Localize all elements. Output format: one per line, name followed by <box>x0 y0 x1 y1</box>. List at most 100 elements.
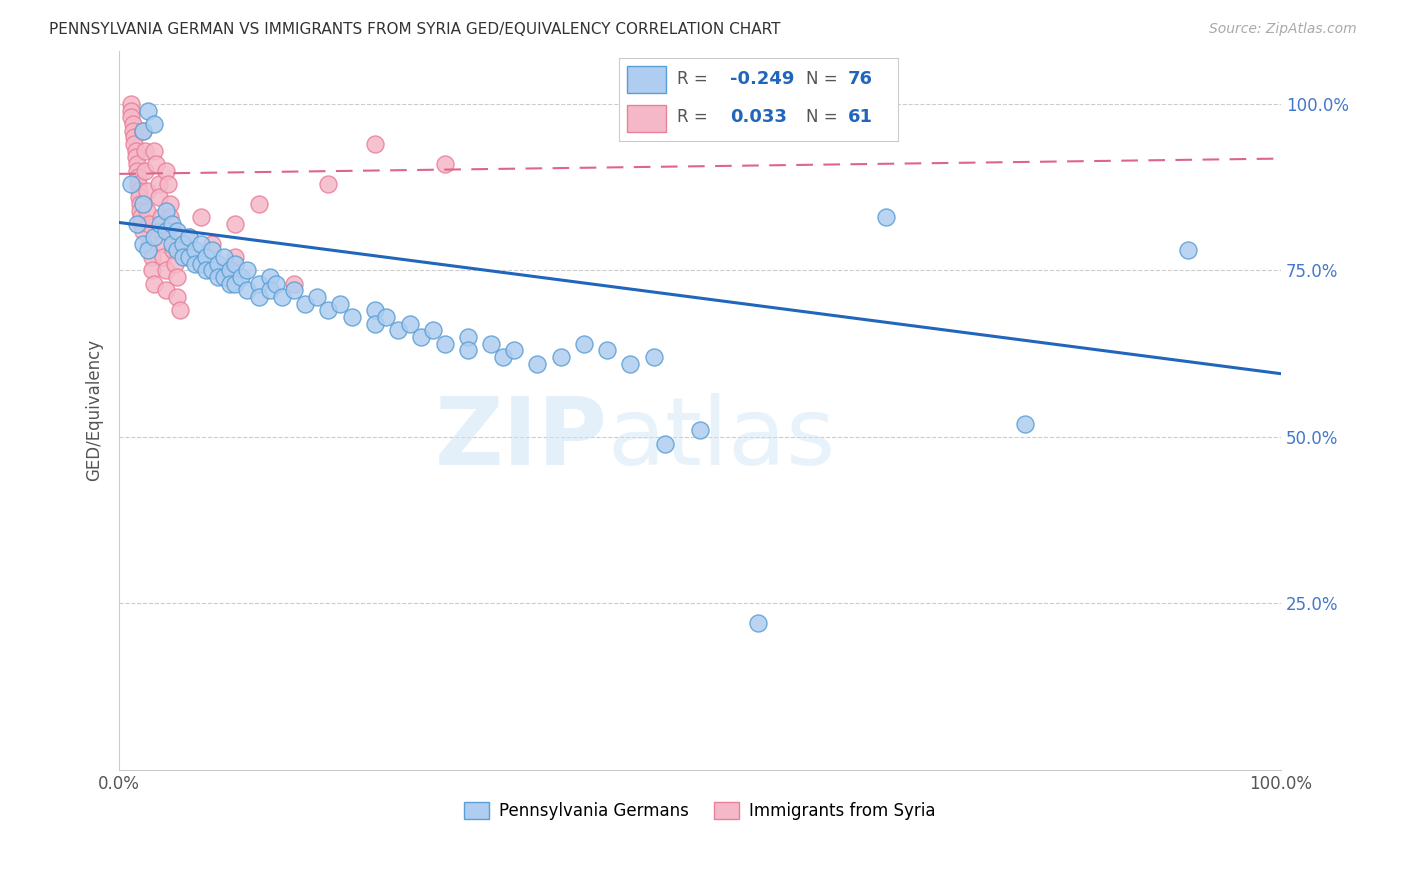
Point <box>572 336 595 351</box>
Point <box>177 230 200 244</box>
Point <box>212 270 235 285</box>
Point <box>433 336 456 351</box>
Point <box>422 323 444 337</box>
Point <box>122 123 145 137</box>
Text: PENNSYLVANIA GERMAN VS IMMIGRANTS FROM SYRIA GED/EQUIVALENCY CORRELATION CHART: PENNSYLVANIA GERMAN VS IMMIGRANTS FROM S… <box>49 22 780 37</box>
Point <box>125 217 148 231</box>
Point <box>120 97 142 112</box>
Point <box>127 170 149 185</box>
Point <box>643 350 665 364</box>
Point <box>136 203 159 218</box>
Point <box>134 163 156 178</box>
Point <box>457 343 479 358</box>
Point <box>162 223 184 237</box>
Point <box>689 423 711 437</box>
Point <box>433 157 456 171</box>
Point <box>387 323 409 337</box>
Point <box>172 236 194 251</box>
Point <box>305 290 328 304</box>
Point <box>375 310 398 324</box>
Point <box>155 284 177 298</box>
Point <box>138 236 160 251</box>
Point <box>131 123 153 137</box>
Point <box>143 230 166 244</box>
Point <box>131 123 153 137</box>
Point <box>138 217 160 231</box>
Point <box>141 263 163 277</box>
Point <box>264 277 287 291</box>
Point <box>141 250 163 264</box>
Point <box>247 277 270 291</box>
Point <box>124 136 146 151</box>
Legend: Pennsylvania Germans, Immigrants from Syria: Pennsylvania Germans, Immigrants from Sy… <box>458 795 942 826</box>
Point <box>224 257 246 271</box>
Point <box>503 343 526 358</box>
Point <box>148 177 170 191</box>
Point <box>152 236 174 251</box>
Point <box>131 217 153 231</box>
Point <box>129 203 152 218</box>
Point <box>122 117 145 131</box>
Point <box>129 197 152 211</box>
Point <box>184 257 207 271</box>
Point <box>159 197 181 211</box>
Point <box>283 277 305 291</box>
Point <box>294 297 316 311</box>
Point <box>283 284 305 298</box>
Point <box>747 616 769 631</box>
Point <box>190 210 212 224</box>
Point <box>550 350 572 364</box>
Point <box>124 150 146 164</box>
Point <box>145 157 167 171</box>
Point <box>131 223 153 237</box>
Point <box>162 244 184 258</box>
Point <box>166 270 188 285</box>
Point <box>177 230 200 244</box>
Point <box>195 263 218 277</box>
Point <box>120 103 142 118</box>
Point <box>1014 417 1036 431</box>
Point <box>212 250 235 264</box>
Point <box>150 223 173 237</box>
Point <box>136 103 159 118</box>
Point <box>491 350 513 364</box>
Point <box>166 290 188 304</box>
Point <box>201 263 224 277</box>
Point <box>155 163 177 178</box>
Point <box>184 244 207 258</box>
Point <box>259 270 281 285</box>
Point <box>131 197 153 211</box>
Point <box>224 277 246 291</box>
Point <box>236 284 259 298</box>
Point <box>143 117 166 131</box>
Point <box>150 210 173 224</box>
Point <box>166 223 188 237</box>
Point <box>149 217 172 231</box>
Point <box>148 190 170 204</box>
Point <box>247 197 270 211</box>
Point <box>457 330 479 344</box>
Point <box>124 144 146 158</box>
Point <box>127 177 149 191</box>
Point <box>172 250 194 264</box>
Point <box>224 217 246 231</box>
Point <box>125 157 148 171</box>
Point <box>136 244 159 258</box>
Point <box>329 297 352 311</box>
Point <box>212 263 235 277</box>
Y-axis label: GED/Equivalency: GED/Equivalency <box>86 339 103 482</box>
Point <box>259 284 281 298</box>
Point <box>207 270 229 285</box>
Point <box>231 270 253 285</box>
Point <box>163 257 186 271</box>
Point <box>654 436 676 450</box>
Point <box>398 317 420 331</box>
Point <box>1177 244 1199 258</box>
Point <box>143 144 166 158</box>
Point <box>271 290 294 304</box>
Point <box>247 290 270 304</box>
Point <box>875 210 897 224</box>
Point <box>236 263 259 277</box>
Point <box>143 277 166 291</box>
Point <box>364 317 387 331</box>
